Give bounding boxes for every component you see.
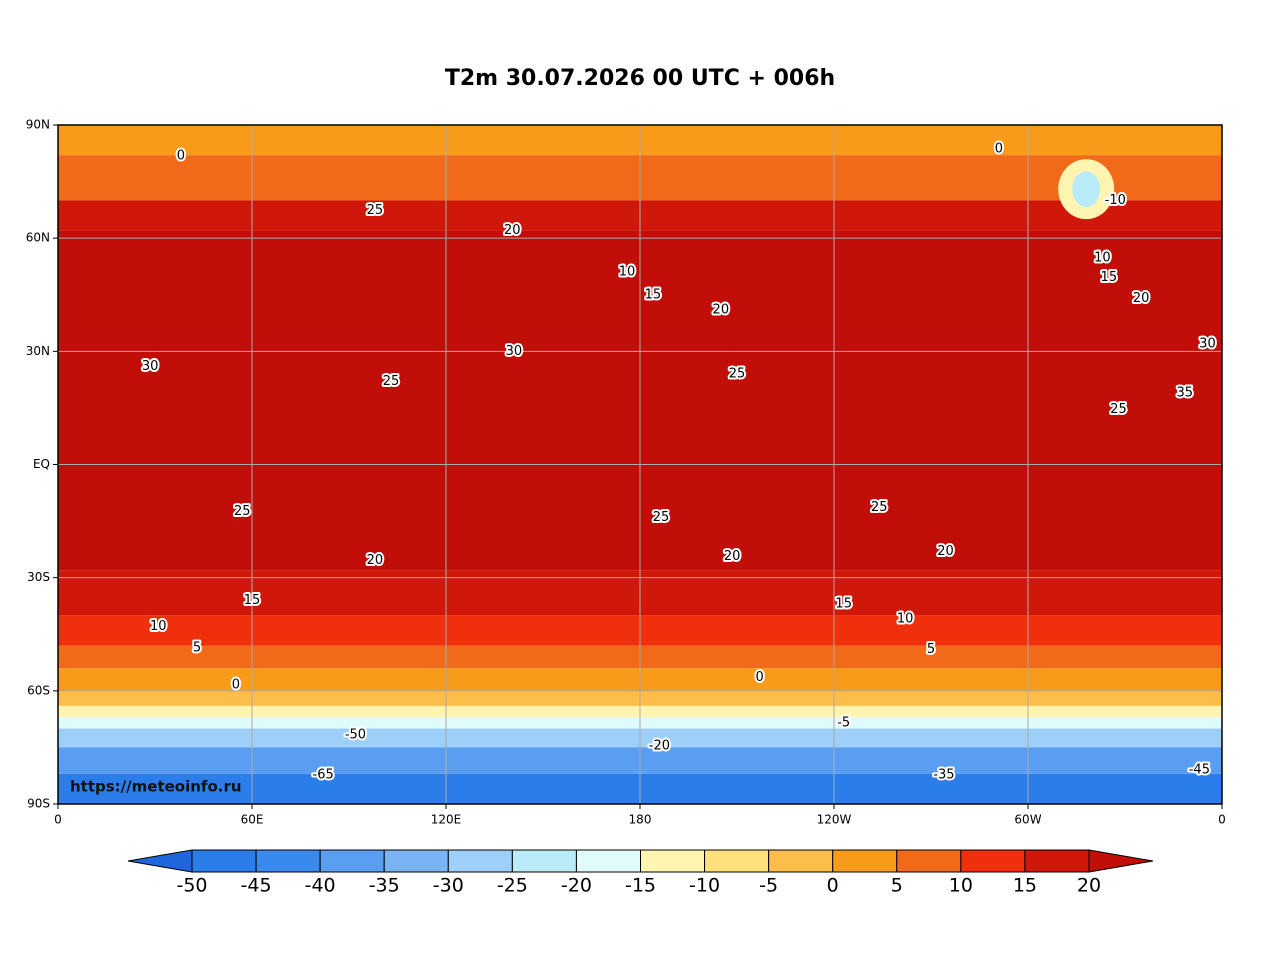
colorbar-segment — [575, 849, 642, 873]
contour-label: 25 — [234, 504, 251, 519]
greenland-core — [1072, 171, 1101, 208]
y-tick-label: EQ — [33, 457, 50, 471]
contour-label: 10 — [150, 619, 167, 634]
contour-label: 20 — [713, 302, 730, 317]
contour-label: 15 — [244, 593, 261, 608]
colorbar-tick-label: -20 — [561, 875, 592, 897]
x-tick-label: 120E — [431, 813, 462, 827]
contour-label: 25 — [653, 510, 670, 525]
contour-label: -45 — [1189, 763, 1210, 778]
contour-label: 10 — [1094, 251, 1111, 266]
contour-label: 0 — [755, 670, 763, 685]
colorbar-tick-label: -15 — [625, 875, 656, 897]
contour-label: -10 — [1105, 193, 1126, 208]
contour-label: 15 — [1101, 270, 1118, 285]
y-tick-label: 60S — [27, 683, 50, 697]
contour-label: -50 — [345, 727, 366, 742]
colorbar-segment — [1024, 849, 1090, 873]
y-tick-label: 30S — [27, 570, 50, 584]
colorbar-tick-label: -35 — [369, 875, 400, 897]
watermark: https://meteoinfo.ru — [70, 778, 242, 796]
colorbar-segment — [640, 849, 706, 873]
x-tick-label: 60W — [1014, 813, 1041, 827]
contour-label: 35 — [1177, 385, 1194, 400]
contour-label: 30 — [506, 344, 523, 359]
y-tick-label: 90N — [26, 118, 50, 132]
contour-label: 30 — [1199, 336, 1216, 351]
colorbar-tick-label: -50 — [176, 875, 207, 897]
colorbar-segment — [191, 849, 257, 873]
contour-label: 25 — [871, 500, 888, 515]
colorbar-tick-label: -10 — [689, 875, 720, 897]
y-tick-label: 90S — [27, 797, 50, 811]
colorbar-segment — [319, 849, 385, 873]
colorbar-tick-label: -40 — [305, 875, 336, 897]
map-title: T2m 30.07.2026 00 UTC + 006h — [445, 66, 835, 91]
colorbar-tick-label: -45 — [241, 875, 272, 897]
contour-label: -35 — [933, 767, 954, 782]
colorbar-segment — [511, 849, 577, 873]
colorbar: -50 -45 -40 -35 -30 -25 -20 -15 -10 -5 0 5 10 15 20 — [127, 849, 1154, 897]
colorbar-segment — [704, 849, 770, 873]
contour-label: 10 — [897, 612, 914, 627]
x-tick-label: 60E — [241, 813, 264, 827]
contour-label: 15 — [835, 597, 852, 612]
colorbar-extend-high — [1088, 849, 1154, 873]
contour-label: 20 — [504, 223, 521, 238]
contour-label: -20 — [649, 738, 670, 753]
contour-label: 10 — [619, 265, 636, 280]
contour-label: 25 — [729, 366, 746, 381]
contour-label: 0 — [177, 148, 185, 163]
contour-label: -65 — [313, 767, 334, 782]
x-tick-label: 0 — [54, 813, 62, 827]
contour-label: 15 — [645, 287, 662, 302]
colorbar-segment — [960, 849, 1026, 873]
colorbar-tick-label: 20 — [1077, 875, 1101, 897]
colorbar-tick-label: 5 — [891, 875, 903, 897]
colorbar-tick-label: -5 — [759, 875, 778, 897]
contour-label: 25 — [367, 203, 384, 218]
y-tick-label: 30N — [26, 344, 50, 358]
colorbar-segment — [255, 849, 321, 873]
colorbar-segment — [447, 849, 513, 873]
contour-label: 25 — [1110, 402, 1127, 417]
contour-label: 20 — [724, 549, 741, 564]
colorbar-tick-label: 15 — [1013, 875, 1037, 897]
contour-label: 30 — [142, 359, 159, 374]
contour-label: 25 — [383, 374, 400, 389]
contour-label: 20 — [367, 553, 384, 568]
contour-label: 0 — [232, 677, 240, 692]
y-tick-label: 60N — [26, 231, 50, 245]
colorbar-segment — [768, 849, 834, 873]
map-frame — [57, 124, 1223, 805]
colorbar-extend-low — [127, 849, 193, 873]
x-tick-label: 180 — [629, 813, 652, 827]
contour-label: 5 — [927, 642, 935, 657]
colorbar-tick-label: -30 — [433, 875, 464, 897]
contour-label: 20 — [1133, 291, 1150, 306]
colorbar-segment — [383, 849, 449, 873]
colorbar-tick-label: 0 — [827, 875, 839, 897]
colorbar-tick-label: 10 — [949, 875, 973, 897]
contour-label: 20 — [937, 544, 954, 559]
colorbar-segment — [896, 849, 962, 873]
contour-label: -5 — [837, 715, 850, 730]
contour-label: 5 — [193, 640, 201, 655]
x-tick-label: 120W — [817, 813, 852, 827]
map-overlay: 25 20 15 10 25 20 15 10 5 0 -5 -20 -35 -45 -65 -50 30 25 2… — [53, 124, 1223, 809]
contour-label: 0 — [995, 142, 1003, 157]
colorbar-segment — [832, 849, 898, 873]
colorbar-tick-label: -25 — [497, 875, 528, 897]
x-tick-label: 0 — [1218, 813, 1226, 827]
